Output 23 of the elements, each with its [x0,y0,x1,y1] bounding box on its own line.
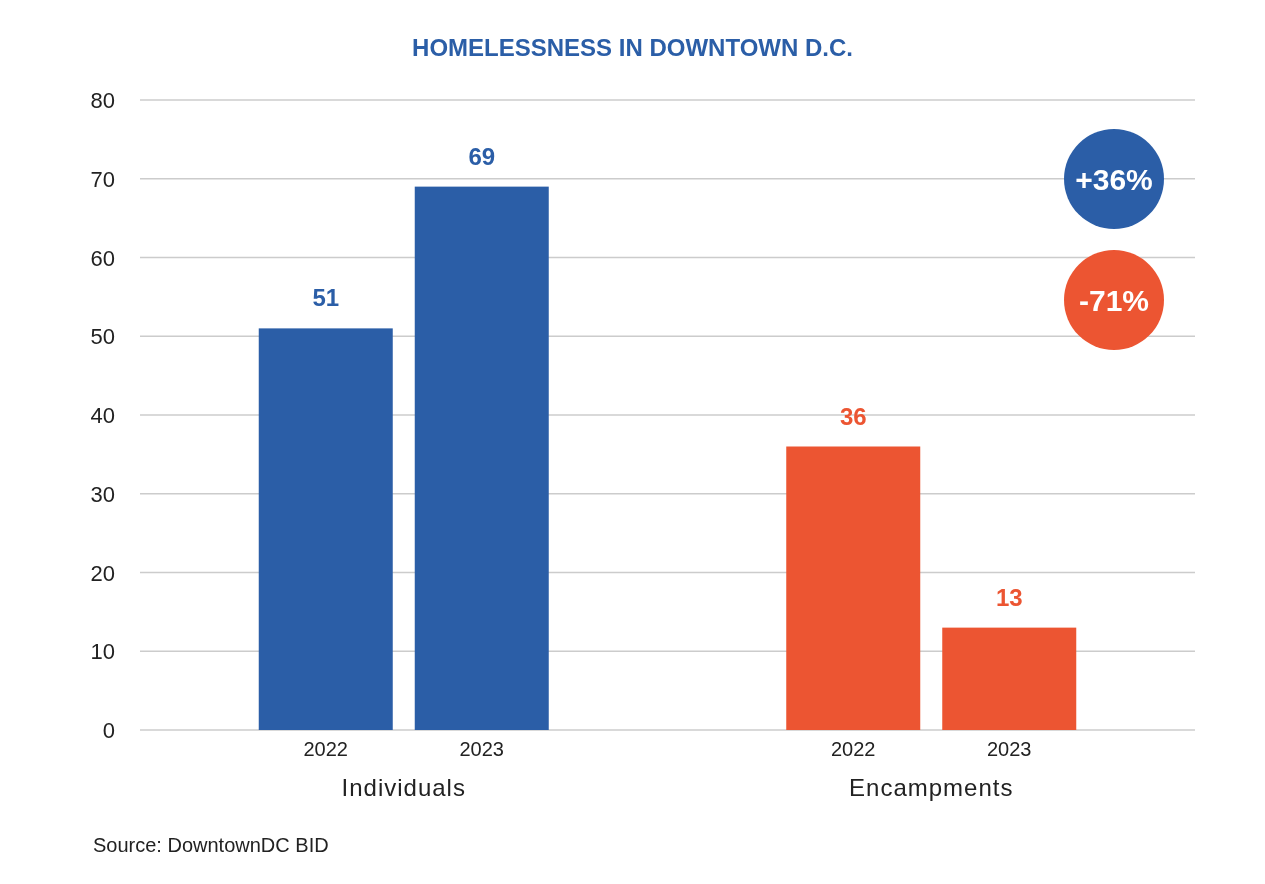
series-label: Encampments [849,774,1014,801]
annotation: -71% [1078,284,1150,317]
source-note: Source: DowntownDC BID [93,834,329,856]
y-tick-label: 0 [102,718,115,743]
annotation: +36% [1075,163,1153,196]
chart-title: HOMELESSNESS IN DOWNTOWN D.C. [412,34,853,61]
x-tick-label: 2023 [987,738,1032,760]
data-label: 51 [312,284,340,312]
data-label: 13 [995,583,1023,611]
data-label: 36 [839,402,867,430]
y-tick-label: 30 [90,481,115,507]
data-label: 69 [468,142,496,170]
y-tick-label: 70 [90,166,115,192]
y-tick-label: 40 [90,403,115,428]
y-tick-label: 50 [90,324,115,350]
y-tick-label: 10 [90,639,115,665]
x-tick-label: 2022 [303,738,348,760]
y-tick-label: 60 [90,245,115,271]
y-tick-label: 20 [90,560,115,586]
x-tick-label: 2023 [459,738,504,760]
x-tick-label: 2022 [831,738,876,760]
series-label: Individuals [341,774,466,801]
y-tick-label: 80 [90,88,115,113]
